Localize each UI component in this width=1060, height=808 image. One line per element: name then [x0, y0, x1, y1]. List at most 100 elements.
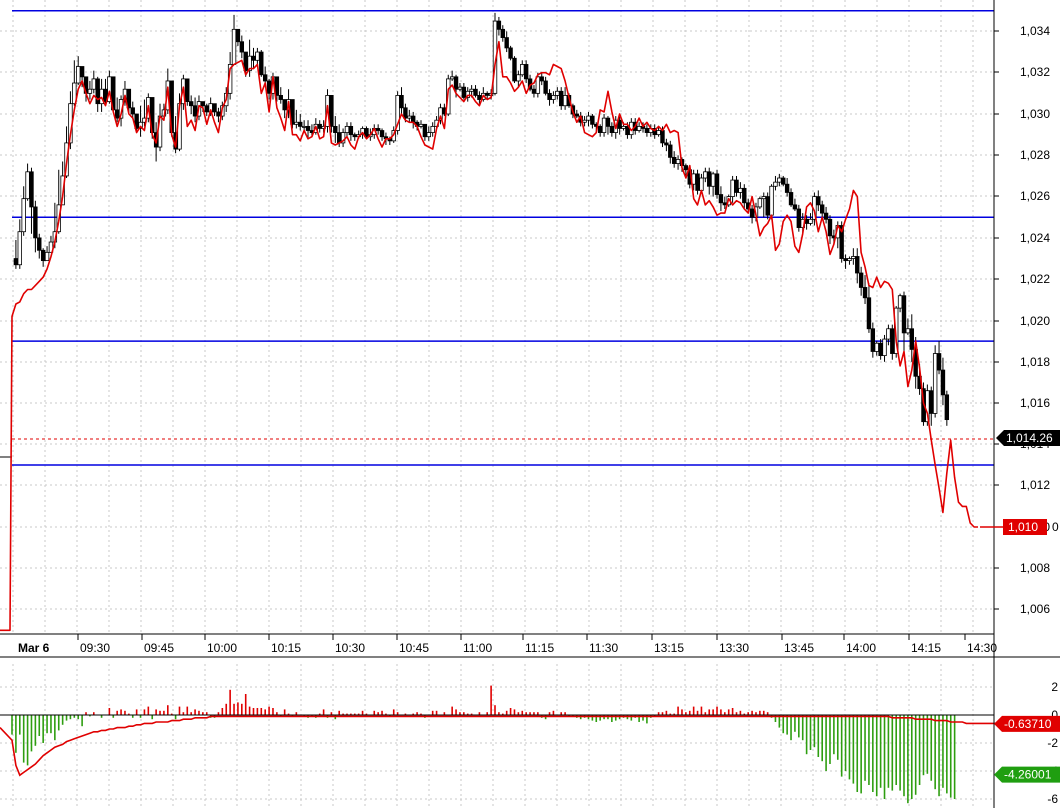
candle-down-body — [913, 349, 918, 377]
candle-up-body — [897, 295, 903, 309]
candle-down-body — [375, 128, 381, 131]
candle-up-body — [562, 95, 568, 107]
candle-down-body — [500, 28, 505, 38]
osc-y-tick-label: -2 — [1047, 736, 1058, 750]
x-tick-label: 10:30 — [335, 641, 365, 655]
candle-up-body — [418, 123, 424, 127]
price-y-tick-label: 1,006 — [1020, 602, 1050, 616]
candle-up-body — [882, 338, 887, 357]
candle-down-body — [212, 103, 217, 113]
candle-up-body — [430, 125, 435, 133]
x-tick-label: 11:30 — [589, 641, 618, 655]
x-tick-label: 10:00 — [207, 641, 237, 655]
candle-up-body — [582, 119, 587, 123]
candle-up-body — [874, 342, 879, 352]
candle-down-body — [348, 125, 354, 136]
candle-down-body — [114, 109, 120, 119]
candle-up-body — [730, 179, 735, 198]
candle-down-body — [862, 287, 868, 299]
line-layer — [0, 40, 978, 632]
candle-down-body — [508, 47, 513, 59]
price-y-tick-label: 1,016 — [1020, 396, 1050, 410]
candle-down-body — [305, 125, 311, 131]
candle-up-body — [555, 90, 560, 96]
candle-up-body — [703, 171, 708, 179]
osc-y-tick-label: -6 — [1047, 792, 1058, 806]
candle-down-body — [33, 206, 38, 239]
candle-down-body — [188, 101, 194, 107]
candle-down-body — [485, 92, 490, 96]
candle-down-body — [749, 208, 755, 218]
candle-up-body — [520, 64, 525, 76]
candle-up-body — [535, 76, 541, 94]
candle-up-body — [340, 132, 346, 144]
candle-up-body — [17, 231, 22, 266]
candle-down-body — [707, 171, 712, 187]
price-y-tick-label: 1,032 — [1020, 65, 1050, 79]
candle-up-body — [21, 198, 26, 233]
candle-down-body — [858, 272, 864, 288]
candle-up-body — [808, 218, 813, 224]
candle-down-body — [839, 225, 844, 259]
candle-down-body — [855, 256, 860, 274]
candle-down-body — [185, 78, 190, 103]
level-layer — [0, 10, 994, 466]
candle-down-body — [37, 237, 42, 251]
candle-down-body — [574, 113, 579, 117]
candle-down-body — [870, 328, 876, 352]
candle-down-body — [734, 179, 739, 193]
candle-up-body — [675, 159, 681, 164]
candle-up-body — [138, 121, 143, 129]
candle-up-body — [761, 196, 766, 200]
candle-down-body — [901, 295, 907, 334]
candle-up-body — [231, 28, 237, 65]
candle-up-body — [465, 90, 470, 98]
price-y-tick-label: 1,022 — [1020, 272, 1050, 286]
candle-up-body — [469, 88, 474, 92]
candle-down-body — [866, 297, 872, 330]
candle-down-body — [461, 86, 467, 98]
candle-up-body — [699, 177, 704, 191]
candle-down-body — [792, 204, 798, 210]
candle-down-body — [718, 194, 724, 204]
candle-down-body — [403, 107, 408, 119]
candle-up-body — [777, 177, 782, 183]
candle-up-body — [449, 76, 455, 80]
x-tick-label: 13:45 — [784, 641, 814, 655]
candle-up-body — [91, 78, 96, 90]
candle-up-body — [932, 353, 938, 414]
candle-down-body — [126, 88, 132, 109]
candle-up-body — [25, 171, 30, 200]
candle-up-body — [76, 66, 81, 84]
candle-down-body — [29, 171, 34, 208]
x-tick-label: Mar 6 — [18, 641, 50, 655]
candle-down-body — [788, 192, 794, 206]
candle-up-body — [255, 51, 260, 61]
candle-down-body — [317, 123, 322, 129]
candle-down-body — [79, 66, 85, 78]
candle-down-body — [722, 202, 728, 206]
candle-down-body — [944, 394, 950, 421]
candle-down-body — [251, 55, 256, 61]
candle-down-body — [827, 218, 833, 237]
candle-down-body — [134, 113, 139, 129]
candle-down-body — [40, 249, 46, 262]
price-line-series — [0, 40, 978, 632]
candle-down-body — [890, 328, 895, 354]
candle-down-body — [929, 390, 934, 414]
x-tick-label: 14:15 — [911, 641, 941, 655]
candle-up-body — [773, 181, 778, 187]
target-price-tag-text: 1,010 — [1008, 520, 1038, 534]
x-tick-label: 10:15 — [271, 641, 301, 655]
price-y-tick-label: 1,028 — [1020, 148, 1050, 162]
candle-down-body — [266, 80, 272, 94]
candle-down-body — [278, 95, 283, 100]
candle-down-body — [290, 99, 295, 125]
candle-down-body — [496, 20, 502, 30]
candle-up-body — [294, 121, 299, 125]
candle-up-body — [886, 328, 891, 340]
candle-down-body — [259, 51, 264, 76]
candle-down-body — [695, 173, 700, 191]
candle-up-body — [636, 125, 642, 131]
candle-down-body — [539, 76, 544, 82]
